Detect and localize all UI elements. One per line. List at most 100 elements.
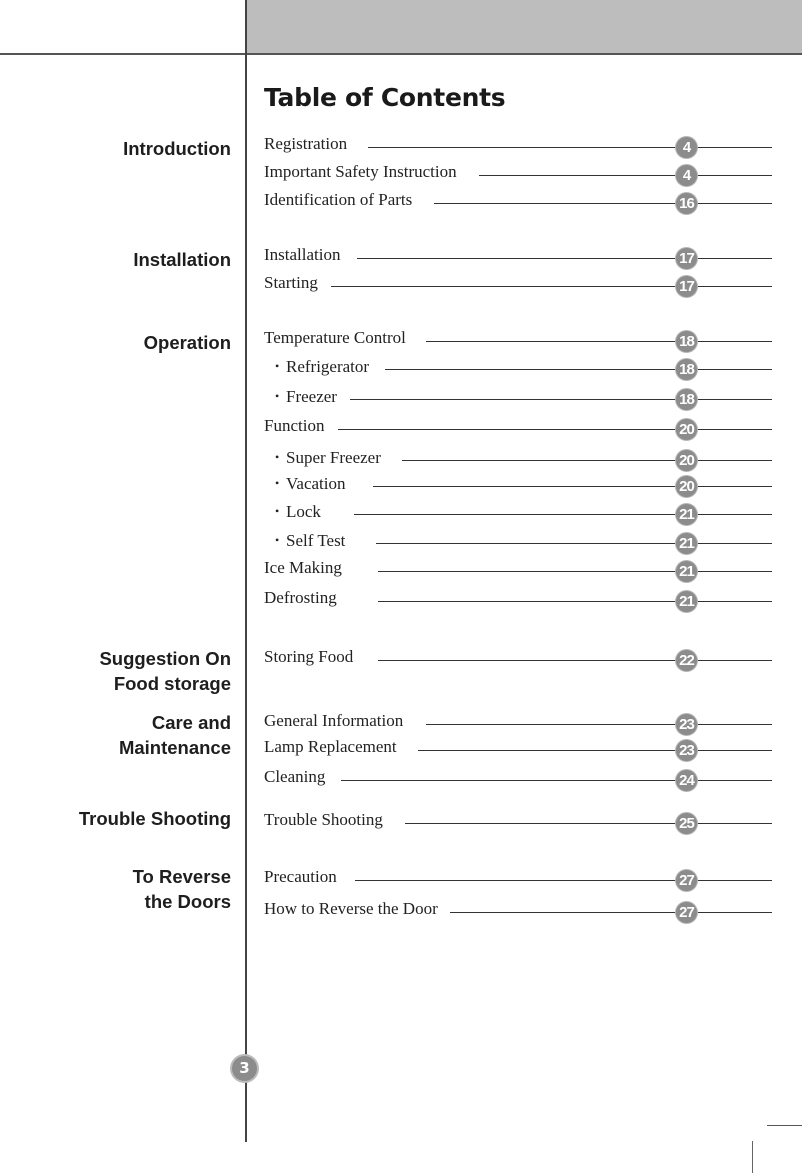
- toc-entry[interactable]: • Vacation: [275, 473, 345, 494]
- toc-entry-label: Installation: [264, 245, 341, 264]
- toc-entry[interactable]: Identification of Parts: [264, 190, 412, 210]
- leader-line: [426, 724, 772, 726]
- section-heading-line: Trouble Shooting: [78, 808, 231, 829]
- page-number-badge[interactable]: 23: [676, 714, 697, 735]
- leader-line: [350, 399, 772, 401]
- bullet-icon: •: [275, 359, 280, 373]
- crop-mark: [767, 1125, 802, 1126]
- bullet-icon: •: [275, 450, 280, 464]
- toc-entry-label: Lamp Replacement: [264, 737, 397, 756]
- section-heading-line: Maintenance: [118, 737, 231, 758]
- toc-entry[interactable]: Trouble Shooting: [264, 810, 383, 830]
- crop-mark: [752, 1141, 753, 1173]
- toc-entry-label: General Information: [264, 711, 404, 730]
- page-number-badge[interactable]: 21: [676, 533, 697, 554]
- toc-entry[interactable]: Starting: [264, 273, 318, 293]
- section-heading: Introduction: [123, 136, 231, 161]
- page-number-badge[interactable]: 18: [676, 331, 697, 352]
- page-number-badge[interactable]: 20: [676, 419, 697, 440]
- toc-entry-label: Vacation: [286, 474, 346, 493]
- leader-line: [373, 486, 772, 488]
- toc-entry[interactable]: • Self Test: [275, 530, 345, 551]
- page-number-badge[interactable]: 20: [676, 450, 697, 471]
- header-band: [246, 0, 802, 53]
- toc-entry[interactable]: Defrosting: [264, 588, 337, 608]
- section-heading: Installation: [133, 247, 231, 272]
- section-heading-line: Care and: [151, 712, 231, 733]
- toc-entry[interactable]: How to Reverse the Door: [264, 899, 438, 919]
- page-number-badge[interactable]: 25: [676, 813, 697, 834]
- page-number-badge[interactable]: 21: [676, 504, 697, 525]
- leader-line: [378, 571, 772, 573]
- toc-entry-label: Super Freezer: [286, 448, 381, 467]
- page-number-badge[interactable]: 23: [676, 740, 697, 761]
- toc-entry-label: Identification of Parts: [264, 190, 413, 209]
- toc-entry-label: Defrosting: [264, 588, 337, 607]
- toc-entry-label: Temperature Control: [264, 328, 406, 347]
- toc-entry[interactable]: General Information: [264, 711, 403, 731]
- section-heading-line: Installation: [133, 249, 231, 270]
- toc-entry-label: Trouble Shooting: [264, 810, 383, 829]
- page-number-badge[interactable]: 21: [676, 591, 697, 612]
- toc-entry-label: Starting: [264, 273, 318, 292]
- leader-line: [338, 429, 772, 431]
- vertical-divider: [245, 0, 247, 1142]
- toc-entry[interactable]: Temperature Control: [264, 328, 406, 348]
- page-number-badge[interactable]: 27: [676, 870, 697, 891]
- page-number-badge[interactable]: 16: [676, 193, 697, 214]
- toc-entry-label: Important Safety Instruction: [264, 162, 457, 181]
- page-number-badge: 3: [232, 1056, 257, 1081]
- toc-entry[interactable]: Storing Food: [264, 647, 353, 667]
- page-number-badge[interactable]: 4: [676, 165, 697, 186]
- toc-entry[interactable]: • Super Freezer: [275, 447, 381, 468]
- toc-entry[interactable]: Precaution: [264, 867, 337, 887]
- page-number-badge[interactable]: 4: [676, 137, 697, 158]
- toc-entry-label: Function: [264, 416, 325, 435]
- page-number-badge[interactable]: 27: [676, 902, 697, 923]
- section-heading-line: To Reverse: [132, 866, 231, 887]
- toc-entry[interactable]: Ice Making: [264, 558, 342, 578]
- toc-entry-label: How to Reverse the Door: [264, 899, 438, 918]
- section-heading: Care and Maintenance: [119, 710, 231, 760]
- leader-line: [385, 369, 772, 371]
- leader-line: [479, 175, 772, 177]
- page-number-badge[interactable]: 21: [676, 561, 697, 582]
- leader-line: [331, 286, 772, 288]
- toc-entry-label: Registration: [264, 134, 348, 153]
- toc-entry[interactable]: Lamp Replacement: [264, 737, 397, 757]
- leader-line: [378, 660, 772, 662]
- toc-entry[interactable]: • Freezer: [275, 386, 337, 407]
- bullet-icon: •: [275, 504, 280, 518]
- toc-entry[interactable]: Important Safety Instruction: [264, 162, 457, 182]
- toc-entry-label: Freezer: [286, 387, 337, 406]
- leader-line: [378, 601, 772, 603]
- toc-entry-label: Self Test: [286, 531, 346, 550]
- toc-entry[interactable]: • Lock: [275, 501, 321, 522]
- toc-entry-label: Cleaning: [264, 767, 326, 786]
- page-number-badge[interactable]: 17: [676, 276, 697, 297]
- section-heading: Trouble Shooting: [79, 806, 231, 831]
- toc-entry[interactable]: • Refrigerator: [275, 356, 369, 377]
- toc-entry[interactable]: Function: [264, 416, 324, 436]
- toc-entry[interactable]: Cleaning: [264, 767, 325, 787]
- toc-entry[interactable]: Registration: [264, 134, 347, 154]
- section-heading-line: Introduction: [123, 138, 231, 159]
- leader-line: [402, 460, 772, 462]
- leader-line: [376, 543, 772, 545]
- section-heading-line: Operation: [143, 332, 231, 353]
- page-number-badge[interactable]: 17: [676, 248, 697, 269]
- toc-entry-label: Ice Making: [264, 558, 342, 577]
- toc-entry-label: Refrigerator: [286, 357, 370, 376]
- page-number-badge[interactable]: 20: [676, 476, 697, 497]
- page-number-badge[interactable]: 18: [676, 359, 697, 380]
- leader-line: [450, 912, 772, 914]
- leader-line: [357, 258, 772, 260]
- page-number-badge[interactable]: 24: [676, 770, 697, 791]
- section-heading-line: Suggestion On: [99, 648, 231, 669]
- leader-line: [354, 514, 772, 516]
- page-number-badge[interactable]: 18: [676, 389, 697, 410]
- page-number-badge[interactable]: 22: [676, 650, 697, 671]
- toc-entry[interactable]: Installation: [264, 245, 340, 265]
- leader-line: [405, 823, 772, 825]
- bullet-icon: •: [275, 476, 280, 490]
